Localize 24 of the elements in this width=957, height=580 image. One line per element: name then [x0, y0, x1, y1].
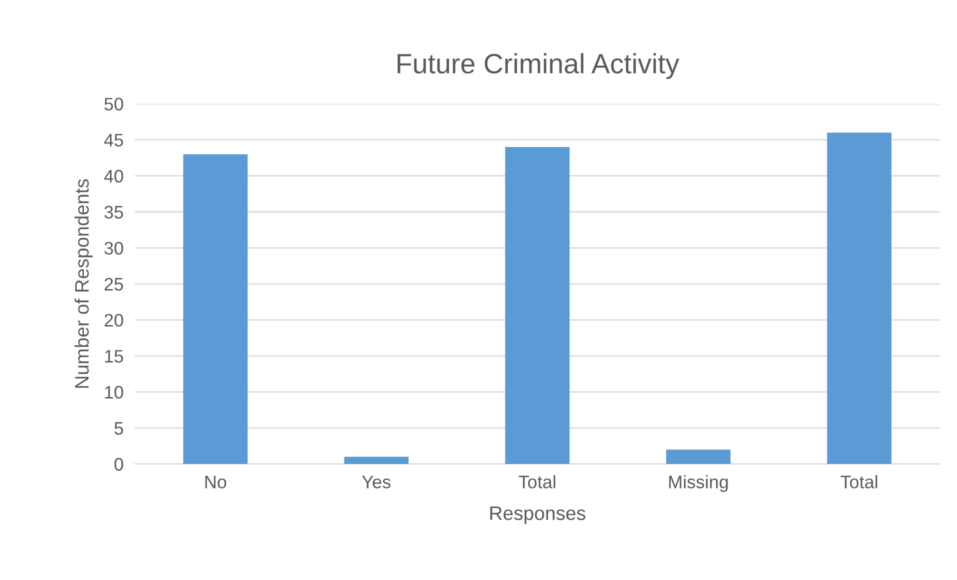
bar — [827, 132, 892, 464]
x-tick-label: Total — [518, 475, 556, 488]
bar — [183, 154, 248, 464]
x-tick-label: Yes — [362, 476, 390, 488]
y-tick-label: 10 — [105, 386, 124, 399]
y-tick-label: 25 — [104, 278, 124, 291]
bar — [666, 450, 731, 464]
y-tick-label: 50 — [104, 98, 124, 111]
y-tick-label: 40 — [104, 170, 124, 183]
x-tick-label: Total — [840, 475, 878, 488]
y-tick-label: 15 — [105, 350, 124, 363]
x-tick-label: No — [205, 476, 226, 488]
y-tick-label: 20 — [104, 314, 124, 327]
y-axis-title: Number of Respondents — [74, 179, 93, 388]
bar — [505, 147, 570, 464]
x-tick-label: Missing — [669, 475, 728, 492]
x-axis-title: Responses — [490, 506, 586, 524]
y-tick-label: 5 — [114, 422, 124, 435]
chart-title: Future Criminal Activity — [398, 53, 680, 80]
y-tick-label: 35 — [104, 206, 124, 219]
y-tick-label: 0 — [114, 458, 124, 471]
y-tick-label: 30 — [104, 242, 124, 255]
bar — [344, 456, 409, 464]
y-tick-label: 45 — [104, 134, 124, 147]
